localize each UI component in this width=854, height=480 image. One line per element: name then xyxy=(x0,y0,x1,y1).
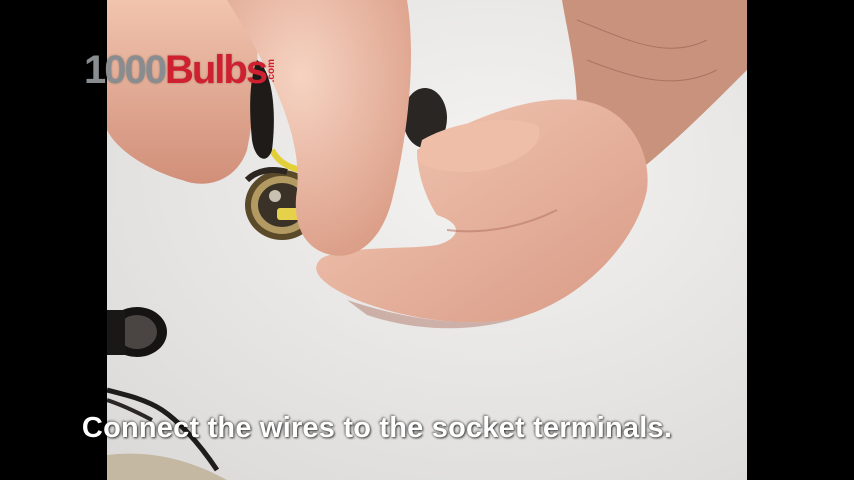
brand-logo: 1000 Bulbs .com xyxy=(84,44,277,90)
video-caption: Connect the wires to the socket terminal… xyxy=(81,412,673,444)
wire-clutter-2 xyxy=(107,398,153,422)
video-scene xyxy=(107,0,747,480)
right-hand-palm xyxy=(316,99,648,323)
left-hand-finger-1 xyxy=(107,0,258,184)
forearm-hair xyxy=(576,19,718,82)
logo-number: 1000 xyxy=(84,48,167,92)
socket-housing-shadow xyxy=(403,88,447,148)
black-plug xyxy=(250,60,274,159)
right-hand-shadow xyxy=(347,300,527,329)
logo-suffix: .com xyxy=(266,58,278,82)
wire-clutter xyxy=(107,387,220,472)
logo-word: Bulbs xyxy=(164,48,268,92)
table-object-bottom xyxy=(107,453,227,480)
black-ring-part xyxy=(107,307,167,357)
palm-crease xyxy=(446,209,558,233)
right-thumb xyxy=(417,120,540,172)
scene-illustration xyxy=(107,0,747,480)
left-hand-finger-2 xyxy=(227,0,412,256)
